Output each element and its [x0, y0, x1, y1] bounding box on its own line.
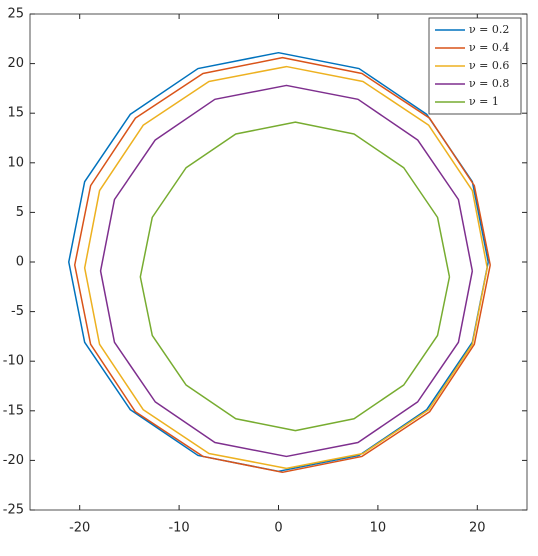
x-tick-label: 0 [274, 521, 282, 536]
x-tick-label: -20 [69, 521, 90, 536]
series-line [139, 121, 451, 432]
y-tick-label: 15 [7, 106, 24, 121]
y-tick-label: -10 [3, 354, 24, 369]
y-tick-label: 0 [16, 255, 24, 270]
legend-label: ν = 0.6 [469, 59, 509, 72]
legend-label: ν = 0.2 [469, 23, 509, 36]
x-tick-label: 20 [469, 521, 486, 536]
legend-label: ν = 1 [469, 95, 499, 108]
y-tick-label: 25 [7, 7, 24, 22]
y-tick-label: -15 [3, 403, 24, 418]
y-tick-label: -25 [3, 503, 24, 518]
x-tick-label: -10 [168, 521, 189, 536]
x-tick-label: 10 [370, 521, 387, 536]
y-tick-label: 5 [16, 205, 24, 220]
series-line [73, 56, 491, 474]
legend: ν = 0.2 ν = 0.4 ν = 0.6 ν = 0.8 ν = 1 [428, 17, 522, 115]
y-tick-label: -20 [3, 453, 24, 468]
legend-label: ν = 0.8 [469, 77, 509, 90]
y-tick-label: -5 [11, 304, 24, 319]
series-line [83, 65, 488, 470]
series-line [99, 84, 474, 458]
y-tick-label: 20 [7, 56, 24, 71]
y-tick-label: 10 [7, 155, 24, 170]
legend-label: ν = 0.4 [469, 41, 509, 54]
